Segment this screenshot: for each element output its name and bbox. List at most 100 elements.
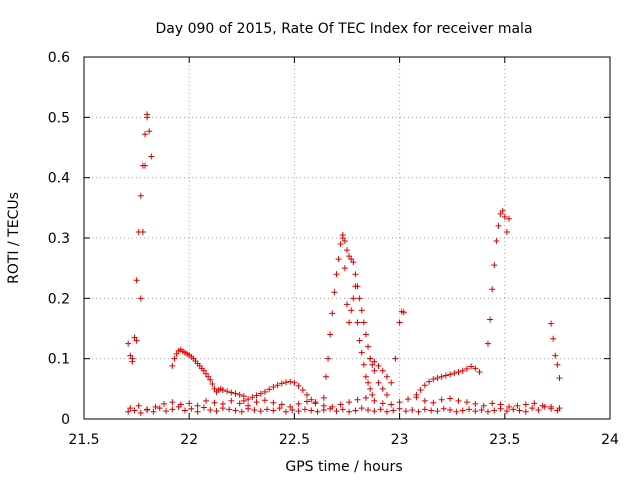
data-point xyxy=(249,394,256,401)
data-point xyxy=(430,399,437,406)
data-point xyxy=(194,402,201,409)
data-point xyxy=(358,307,365,314)
series-low-band xyxy=(127,394,563,413)
data-point xyxy=(163,408,170,415)
data-point xyxy=(240,397,247,404)
data-point xyxy=(346,253,353,260)
data-point xyxy=(396,399,403,406)
data-point xyxy=(308,396,315,403)
data-point xyxy=(236,400,243,407)
data-point xyxy=(266,386,273,393)
data-point xyxy=(207,376,214,383)
data-point xyxy=(137,295,144,302)
data-point xyxy=(400,309,407,316)
data-point xyxy=(356,295,363,302)
data-point xyxy=(295,408,302,415)
data-point xyxy=(453,408,460,415)
data-point xyxy=(156,405,163,412)
data-point xyxy=(360,319,367,326)
data-point xyxy=(257,408,264,415)
data-point xyxy=(392,355,399,362)
data-point xyxy=(346,399,353,406)
data-point xyxy=(495,222,502,229)
data-point xyxy=(341,265,348,272)
series-early-arc-2 xyxy=(129,114,153,362)
data-point xyxy=(556,374,563,381)
data-point xyxy=(276,405,283,412)
data-point xyxy=(278,401,285,408)
data-point xyxy=(352,283,359,290)
data-point xyxy=(207,406,214,413)
data-point xyxy=(447,395,454,402)
data-point xyxy=(493,238,500,245)
data-point xyxy=(322,373,329,380)
data-point xyxy=(137,192,144,199)
data-point xyxy=(409,406,416,413)
data-point xyxy=(339,406,346,413)
data-point xyxy=(375,379,382,386)
data-point xyxy=(219,387,226,394)
data-point xyxy=(344,301,350,308)
series-arc-23-74 xyxy=(548,320,563,381)
data-point xyxy=(282,379,289,386)
data-point xyxy=(388,379,395,386)
data-point xyxy=(383,373,390,380)
data-point xyxy=(499,207,506,214)
data-point xyxy=(219,400,226,407)
series-arc-22-8 xyxy=(339,235,376,398)
data-point xyxy=(348,256,355,263)
data-point xyxy=(369,391,376,398)
data-point xyxy=(367,385,374,392)
y-tick-label: 0.4 xyxy=(48,171,70,187)
data-point xyxy=(476,368,483,375)
data-point xyxy=(181,407,188,414)
data-point xyxy=(430,376,437,383)
data-point xyxy=(209,381,216,388)
data-point xyxy=(514,402,521,409)
data-point xyxy=(152,403,159,410)
data-point xyxy=(491,407,498,414)
data-point xyxy=(304,391,311,398)
data-point xyxy=(335,256,342,263)
data-point xyxy=(238,408,245,415)
data-point xyxy=(291,379,298,386)
data-point xyxy=(506,403,513,410)
data-point xyxy=(358,349,365,356)
data-point xyxy=(312,400,319,407)
data-point xyxy=(150,408,157,415)
data-point xyxy=(251,406,258,413)
data-point xyxy=(232,407,239,414)
data-point xyxy=(421,406,428,413)
chart-title: Day 090 of 2015, Rate Of TEC Index for r… xyxy=(155,21,532,37)
series-arc-22-7 xyxy=(320,231,390,401)
data-point xyxy=(531,400,538,407)
data-point xyxy=(459,367,466,374)
y-tick-label: 0.6 xyxy=(48,50,70,66)
data-point xyxy=(468,363,475,370)
data-point xyxy=(228,389,235,396)
data-point xyxy=(226,406,233,413)
data-point xyxy=(362,331,369,338)
data-point xyxy=(447,406,454,413)
data-point xyxy=(211,399,218,406)
data-point xyxy=(360,361,367,368)
data-point xyxy=(350,295,357,302)
data-point xyxy=(173,350,180,357)
data-point xyxy=(299,387,306,394)
x-axis-label: GPS time / hours xyxy=(285,459,402,475)
data-point xyxy=(371,397,378,404)
data-point xyxy=(438,373,445,380)
x-tick-label: 21.5 xyxy=(68,432,99,448)
data-point xyxy=(417,387,424,394)
data-point xyxy=(463,399,470,406)
data-point xyxy=(367,355,374,362)
data-point xyxy=(371,408,378,415)
data-point xyxy=(344,247,350,254)
x-tick-label: 23 xyxy=(391,432,409,448)
data-point xyxy=(369,361,376,368)
data-point xyxy=(278,380,285,387)
data-point xyxy=(434,408,441,415)
data-point xyxy=(510,406,517,413)
data-point xyxy=(421,382,428,389)
